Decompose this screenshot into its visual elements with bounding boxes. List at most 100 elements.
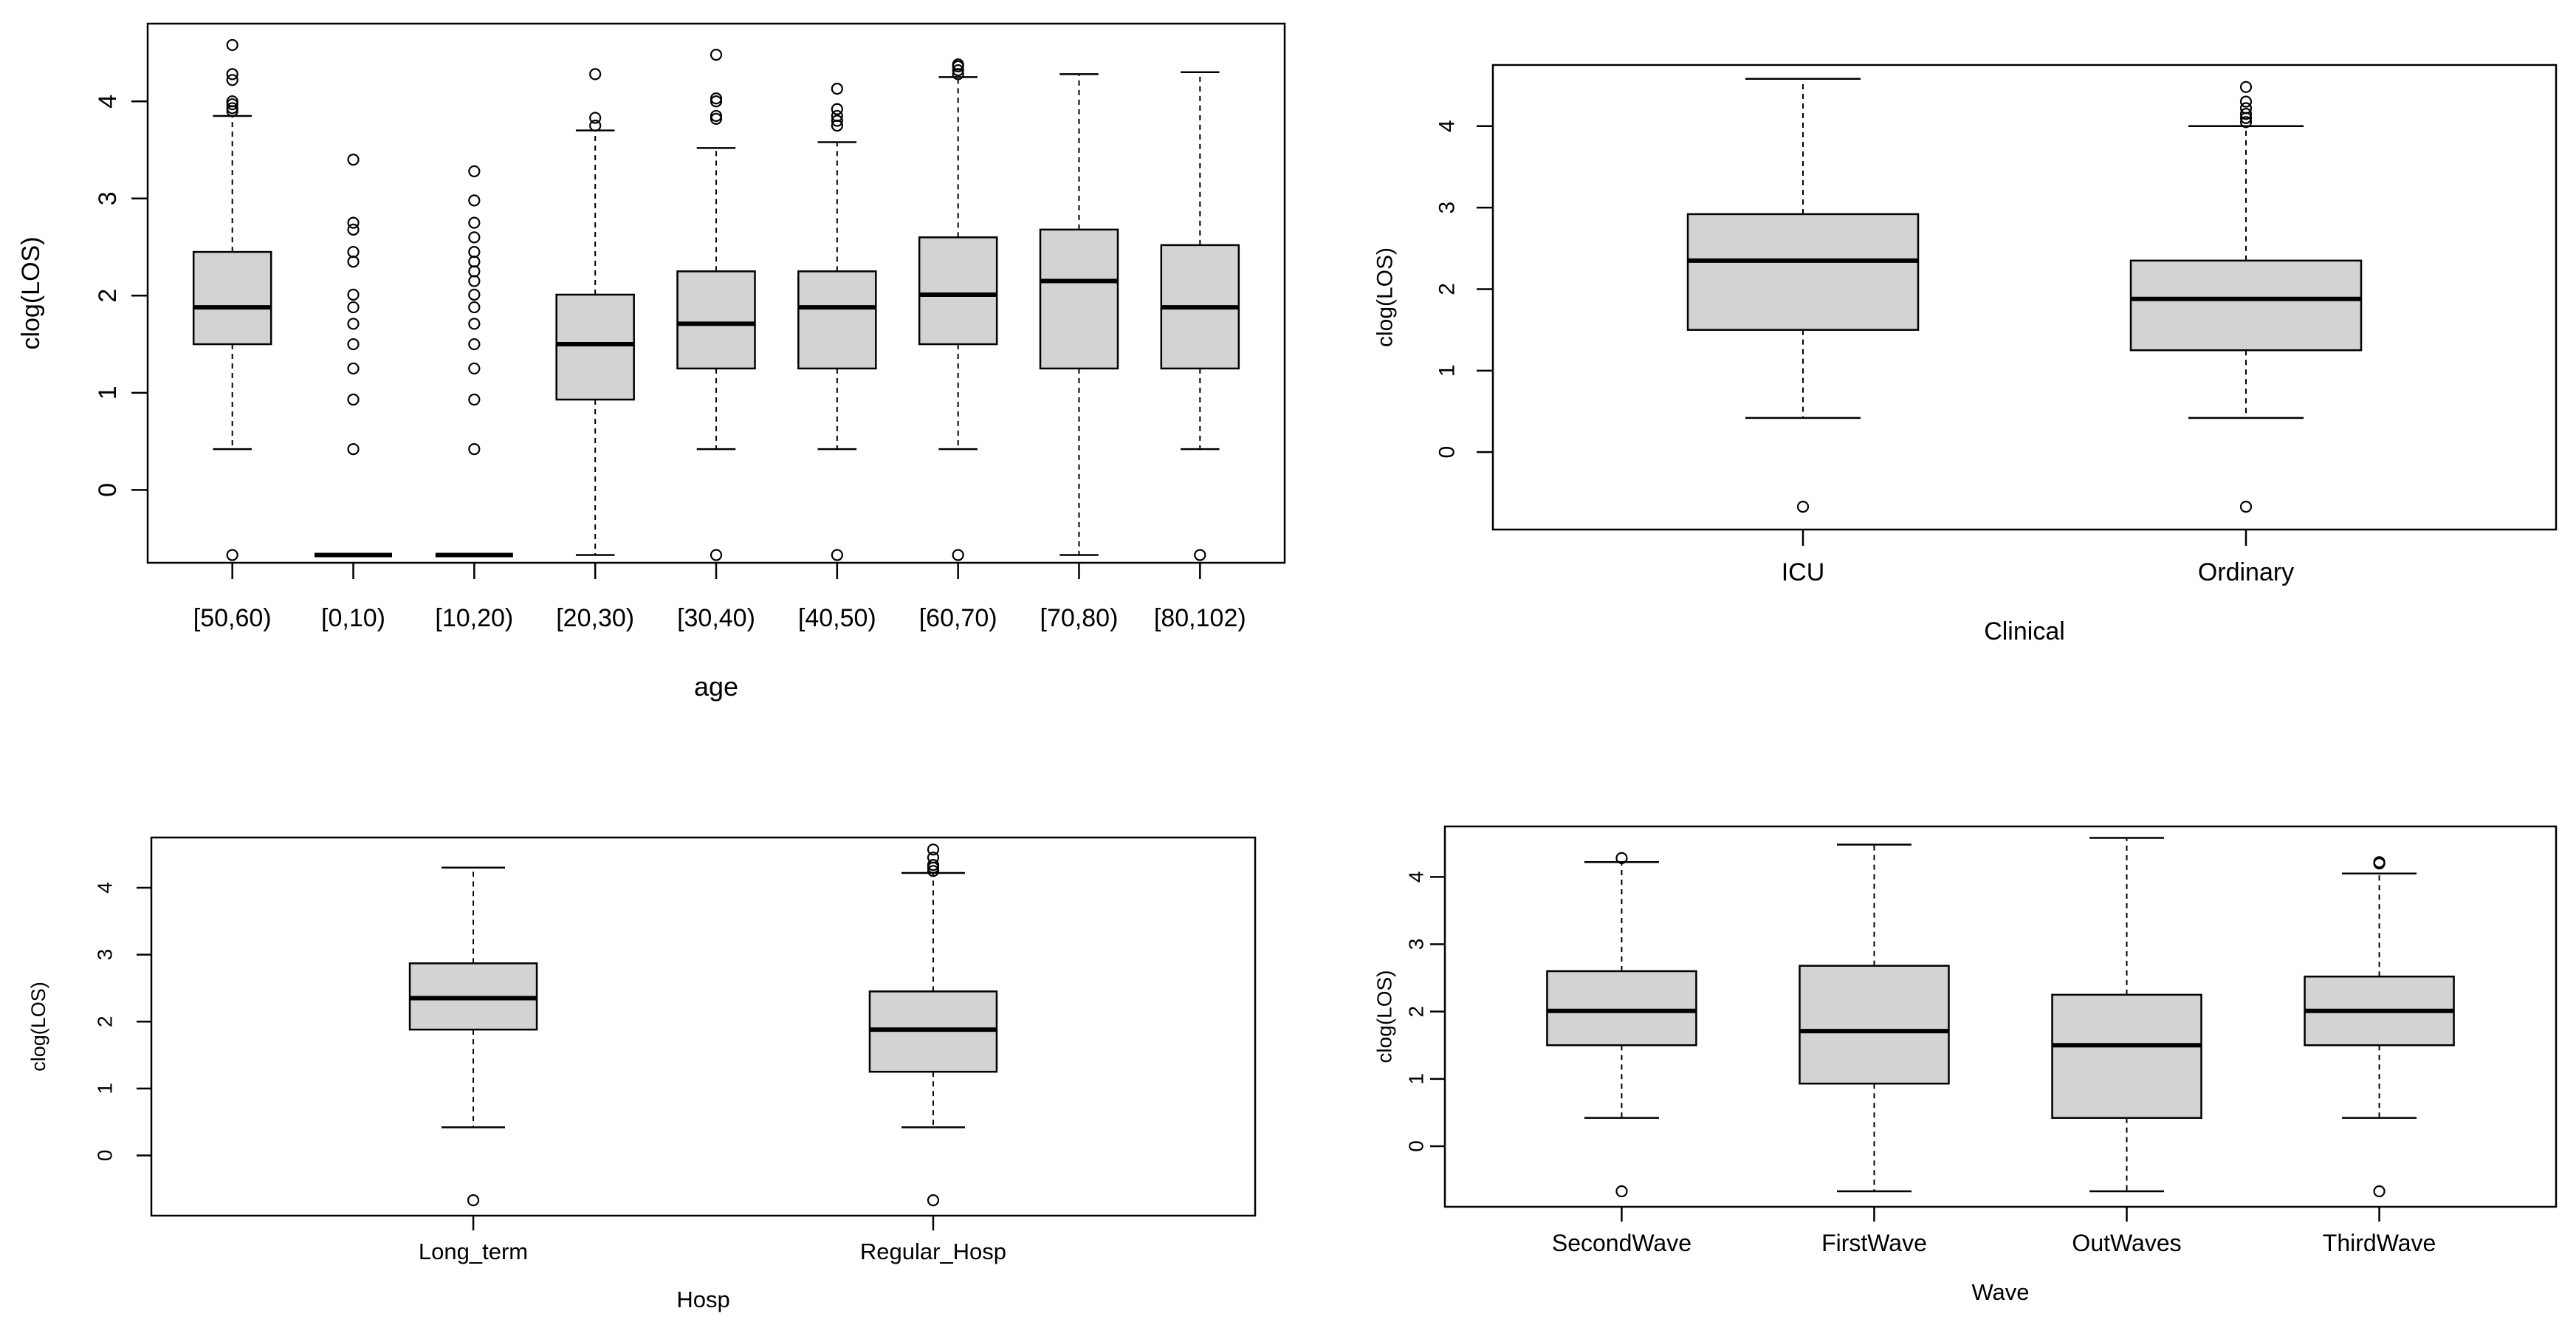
- outlier-point: [952, 549, 964, 561]
- outlier-point: [2239, 501, 2253, 513]
- iqr-box: [1799, 965, 1950, 1085]
- box-[40,50): [40,50): [797, 83, 877, 632]
- y-tick-label: 3: [1405, 939, 1428, 951]
- box-[60,70): [60,70): [918, 58, 998, 632]
- outlier-point: [927, 852, 940, 864]
- outlier-point: [710, 92, 723, 105]
- outlier-point: [226, 74, 238, 86]
- y-tick-label: 0: [1405, 1140, 1428, 1152]
- x-tick-label: [70,80): [1040, 604, 1119, 632]
- outlier-point: [927, 843, 940, 856]
- y-tick-label: 3: [94, 191, 122, 205]
- outlier-point: [347, 216, 360, 229]
- outlier-point: [468, 275, 481, 287]
- outlier-point: [468, 265, 481, 278]
- y-tick-label: 2: [94, 1016, 117, 1027]
- iqr-box: [797, 270, 877, 370]
- x-tick-label: [40,50): [798, 604, 876, 632]
- x-tick-label: Regular_Hosp: [860, 1239, 1006, 1264]
- iqr-box: [2051, 993, 2202, 1119]
- iqr-box: [1546, 970, 1697, 1047]
- y-axis-label: clog(LOS): [17, 236, 45, 349]
- box-ICU: ICU: [1686, 78, 1920, 586]
- outlier-point: [226, 95, 238, 108]
- x-axis-label: Wave: [1971, 1279, 2029, 1305]
- y-tick-label: 2: [1405, 1006, 1428, 1018]
- box-[0,10): [0,10): [315, 154, 393, 632]
- outlier-point: [347, 393, 360, 406]
- y-tick-label: 0: [94, 483, 122, 497]
- outlier-point: [831, 549, 843, 561]
- iqr-box: [676, 270, 756, 370]
- boxplot-panel-clinical: 0 1 2 3 4 clog(LOS) Clinical ICU Ordinary: [1373, 64, 2558, 645]
- outlier-point: [468, 362, 481, 375]
- x-tick-label: [80,102): [1154, 604, 1246, 632]
- y-tick-label: 3: [94, 949, 117, 961]
- iqr-box: [1039, 228, 1119, 370]
- outlier-point: [2239, 102, 2253, 114]
- outlier-point: [589, 68, 602, 81]
- x-tick-label: ThirdWave: [2323, 1230, 2436, 1256]
- y-tick-label: 1: [94, 386, 122, 400]
- plot-frame: [150, 836, 1257, 1217]
- outlier-point: [347, 154, 360, 166]
- outlier-point: [468, 318, 481, 330]
- outlier-point: [710, 549, 723, 561]
- outlier-point: [468, 256, 481, 268]
- outlier-point: [831, 83, 843, 95]
- outlier-point: [1615, 1185, 1628, 1198]
- outlier-point: [1796, 501, 1810, 513]
- box-Ordinary: Ordinary: [2129, 81, 2363, 586]
- outlier-point: [831, 114, 843, 127]
- outlier-point: [347, 288, 360, 301]
- x-tick-label: [10,20): [435, 604, 513, 632]
- iqr-box: [2129, 259, 2363, 352]
- x-axis-label: Hosp: [676, 1287, 729, 1312]
- y-axis-label: clog(LOS): [1373, 247, 1398, 347]
- outlier-point: [347, 301, 360, 314]
- outlier-point: [710, 48, 723, 61]
- y-tick-label: 2: [94, 289, 122, 303]
- outlier-point: [2373, 856, 2386, 869]
- box-Long_term: Long_term: [408, 866, 538, 1264]
- iqr-box: [1686, 213, 1920, 331]
- outlier-point: [468, 216, 481, 229]
- outlier-point: [226, 549, 238, 561]
- x-tick-label: Long_term: [419, 1239, 528, 1264]
- outlier-point: [347, 223, 360, 236]
- y-tick-label: 2: [1435, 283, 1460, 295]
- box-SecondWave: SecondWave: [1546, 852, 1697, 1256]
- outlier-point: [468, 194, 481, 207]
- y-tick-label: 0: [94, 1150, 117, 1162]
- boxplot-panel-age: 0 1 2 3 4 clog(LOS) age [50,60) [0,10) [10,20) [20…: [17, 22, 1286, 702]
- outlier-point: [468, 301, 481, 314]
- y-tick-label: 1: [1405, 1073, 1428, 1085]
- outlier-point: [347, 318, 360, 330]
- x-tick-label: [60,70): [919, 604, 997, 632]
- x-tick-label: [50,60): [193, 604, 272, 632]
- x-tick-label: [30,40): [677, 604, 755, 632]
- outlier-point: [952, 64, 964, 77]
- outlier-point: [468, 393, 481, 406]
- outlier-point: [2239, 116, 2253, 129]
- outlier-point: [831, 103, 843, 115]
- y-tick-label: 1: [94, 1083, 117, 1095]
- outlier-point: [347, 256, 360, 268]
- box-ThirdWave: ThirdWave: [2304, 856, 2455, 1256]
- x-tick-label: [0,10): [321, 604, 385, 632]
- y-tick-label: 3: [1435, 202, 1460, 214]
- y-tick-label: 4: [94, 882, 117, 894]
- box-OutWaves: OutWaves: [2051, 837, 2202, 1256]
- iqr-box: [918, 236, 998, 346]
- outlier-point: [468, 231, 481, 244]
- outlier-point: [710, 109, 723, 123]
- outlier-point: [347, 362, 360, 375]
- outlier-point: [468, 245, 481, 258]
- outlier-point: [2239, 81, 2253, 93]
- iqr-box: [555, 293, 635, 401]
- box-[70,80): [70,80): [1039, 73, 1119, 632]
- y-tick-label: 4: [1435, 120, 1460, 132]
- outlier-point: [2239, 95, 2253, 108]
- x-axis-label: Clinical: [1984, 617, 2065, 645]
- outlier-point: [226, 68, 238, 81]
